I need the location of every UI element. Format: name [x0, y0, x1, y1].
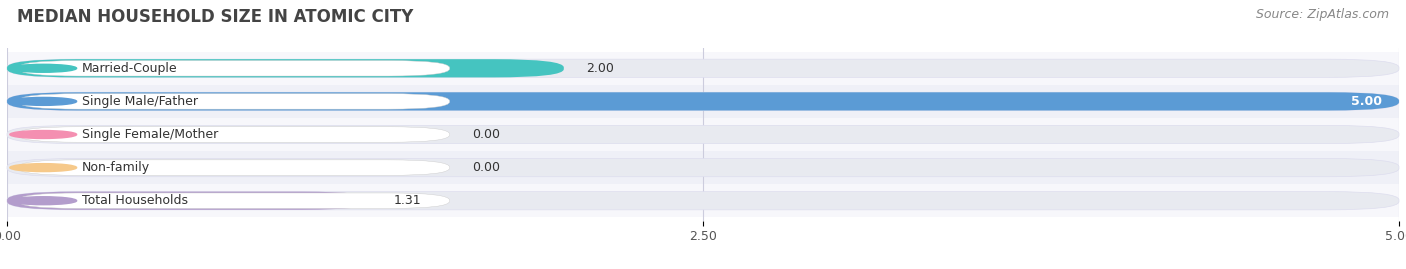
Circle shape — [10, 197, 77, 205]
Text: 0.00: 0.00 — [472, 128, 501, 141]
Circle shape — [10, 64, 77, 72]
Text: Single Male/Father: Single Male/Father — [82, 95, 198, 108]
FancyBboxPatch shape — [7, 192, 1399, 210]
Text: 2.00: 2.00 — [586, 62, 614, 75]
FancyBboxPatch shape — [7, 59, 1399, 77]
FancyBboxPatch shape — [7, 92, 1399, 111]
FancyBboxPatch shape — [7, 59, 564, 77]
Text: 0.00: 0.00 — [472, 161, 501, 174]
Circle shape — [10, 164, 77, 172]
Text: Single Female/Mother: Single Female/Mother — [82, 128, 218, 141]
FancyBboxPatch shape — [18, 94, 450, 109]
Bar — [7, 85, 1399, 118]
Text: 1.31: 1.31 — [394, 194, 422, 207]
FancyBboxPatch shape — [18, 61, 450, 76]
FancyBboxPatch shape — [7, 92, 1399, 111]
Bar — [7, 151, 1399, 184]
FancyBboxPatch shape — [7, 158, 1399, 177]
Bar — [7, 52, 1399, 85]
Text: MEDIAN HOUSEHOLD SIZE IN ATOMIC CITY: MEDIAN HOUSEHOLD SIZE IN ATOMIC CITY — [17, 8, 413, 26]
Text: Married-Couple: Married-Couple — [82, 62, 177, 75]
FancyBboxPatch shape — [7, 192, 371, 210]
Circle shape — [10, 97, 77, 105]
FancyBboxPatch shape — [18, 127, 450, 142]
Bar — [7, 118, 1399, 151]
Text: Non-family: Non-family — [82, 161, 150, 174]
Bar — [7, 184, 1399, 217]
FancyBboxPatch shape — [18, 160, 450, 175]
Circle shape — [10, 130, 77, 139]
FancyBboxPatch shape — [7, 125, 1399, 144]
Text: Source: ZipAtlas.com: Source: ZipAtlas.com — [1256, 8, 1389, 21]
Text: Total Households: Total Households — [82, 194, 188, 207]
FancyBboxPatch shape — [18, 193, 450, 208]
Text: 5.00: 5.00 — [1351, 95, 1382, 108]
